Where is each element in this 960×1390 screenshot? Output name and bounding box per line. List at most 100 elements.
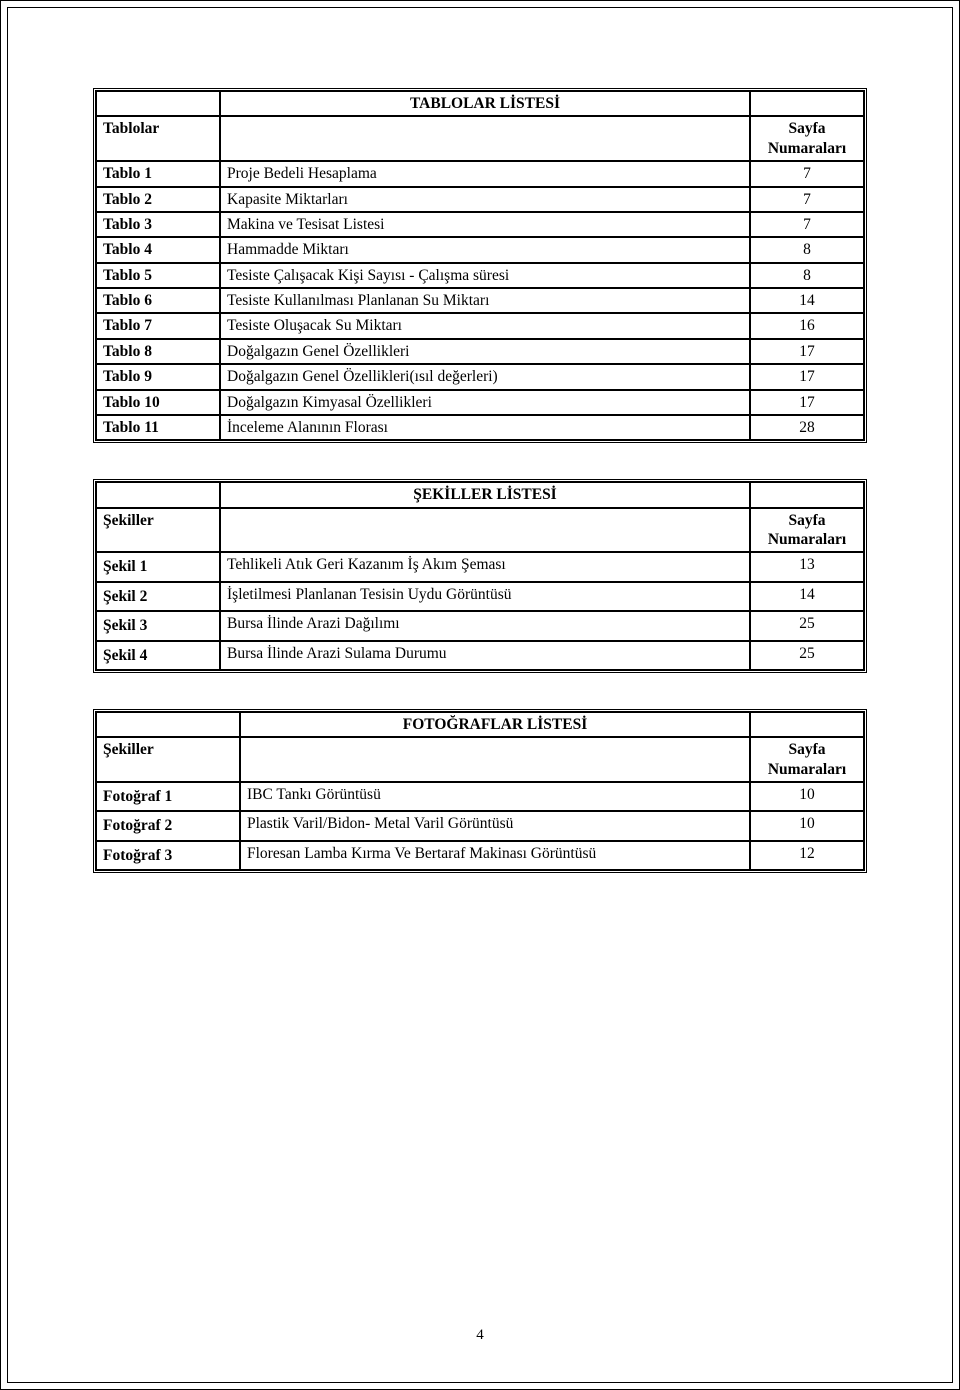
row-label: Tablo 1 [96,161,220,186]
table-row: Tablo 7Tesiste Oluşacak Su Miktarı16 [96,313,864,338]
tablolar-rows: Tablo 1Proje Bedeli Hesaplama7Tablo 2Kap… [96,161,864,440]
row-page: 14 [750,582,864,611]
row-desc: Tehlikeli Atık Geri Kazanım İş Akım Şema… [220,552,750,581]
row-desc: Doğalgazın Genel Özellikleri(ısıl değerl… [220,364,750,389]
row-page: 17 [750,390,864,415]
header-col3: Sayfa Numaraları [750,737,864,782]
empty-cell [220,508,750,553]
table-row: FOTOĞRAFLAR LİSTESİ [96,712,864,737]
sekiller-listesi-wrap: ŞEKİLLER LİSTESİ Şekiller Sayfa Numarala… [93,479,867,673]
row-page: 16 [750,313,864,338]
row-desc: Makina ve Tesisat Listesi [220,212,750,237]
table-row: Tablolar Sayfa Numaraları [96,116,864,161]
table-row: ŞEKİLLER LİSTESİ [96,482,864,507]
row-page: 17 [750,364,864,389]
row-desc: Doğalgazın Genel Özellikleri [220,339,750,364]
row-page: 10 [750,782,864,811]
row-page: 7 [750,161,864,186]
table-title: FOTOĞRAFLAR LİSTESİ [240,712,750,737]
row-label: Tablo 2 [96,187,220,212]
row-label: Tablo 10 [96,390,220,415]
table-title: ŞEKİLLER LİSTESİ [220,482,750,507]
row-label: Fotoğraf 3 [96,841,240,870]
page-frame-outer: TABLOLAR LİSTESİ Tablolar Sayfa Numarala… [0,0,960,1390]
row-label: Şekil 1 [96,552,220,581]
row-desc: Hammadde Miktarı [220,237,750,262]
table-row: Tablo 2Kapasite Miktarları7 [96,187,864,212]
table-row: Şekil 4Bursa İlinde Arazi Sulama Durumu2… [96,641,864,670]
empty-cell [96,482,220,507]
header-col3: Sayfa Numaraları [750,508,864,553]
empty-cell [220,116,750,161]
row-label: Tablo 3 [96,212,220,237]
tablolar-listesi-table: TABLOLAR LİSTESİ Tablolar Sayfa Numarala… [93,88,867,443]
row-desc: Tesiste Kullanılması Planlanan Su Miktar… [220,288,750,313]
fotograflar-listesi-table: FOTOĞRAFLAR LİSTESİ Şekiller Sayfa Numar… [93,709,867,873]
row-desc: Plastik Varil/Bidon- Metal Varil Görüntü… [240,811,750,840]
table-row: TABLOLAR LİSTESİ [96,91,864,116]
row-label: Tablo 7 [96,313,220,338]
tablolar-listesi-wrap: TABLOLAR LİSTESİ Tablolar Sayfa Numarala… [93,88,867,443]
row-label: Tablo 4 [96,237,220,262]
sekiller-listesi-table: ŞEKİLLER LİSTESİ Şekiller Sayfa Numarala… [93,479,867,673]
row-page: 8 [750,237,864,262]
table-row: Tablo 8Doğalgazın Genel Özellikleri17 [96,339,864,364]
table-row: Tablo 9Doğalgazın Genel Özellikleri(ısıl… [96,364,864,389]
table-row: Şekil 3Bursa İlinde Arazi Dağılımı25 [96,611,864,640]
row-page: 28 [750,415,864,440]
header-col1: Şekiller [96,737,240,782]
table-row: Tablo 5Tesiste Çalışacak Kişi Sayısı - Ç… [96,263,864,288]
table-row: Fotoğraf 2Plastik Varil/Bidon- Metal Var… [96,811,864,840]
row-label: Tablo 9 [96,364,220,389]
empty-cell [96,712,240,737]
table-row: Fotoğraf 1IBC Tankı Görüntüsü10 [96,782,864,811]
row-desc: İnceleme Alanının Florası [220,415,750,440]
page-frame-inner: TABLOLAR LİSTESİ Tablolar Sayfa Numarala… [7,7,953,1383]
header-col3: Sayfa Numaraları [750,116,864,161]
row-label: Fotoğraf 1 [96,782,240,811]
empty-cell [750,91,864,116]
row-desc: Tesiste Oluşacak Su Miktarı [220,313,750,338]
table-row: Tablo 10Doğalgazın Kimyasal Özellikleri1… [96,390,864,415]
row-label: Tablo 5 [96,263,220,288]
row-desc: Bursa İlinde Arazi Sulama Durumu [220,641,750,670]
table-row: Tablo 4Hammadde Miktarı8 [96,237,864,262]
page-number: 4 [8,1327,952,1344]
row-desc: IBC Tankı Görüntüsü [240,782,750,811]
row-desc: Proje Bedeli Hesaplama [220,161,750,186]
row-page: 14 [750,288,864,313]
fotograflar-listesi-wrap: FOTOĞRAFLAR LİSTESİ Şekiller Sayfa Numar… [93,709,867,873]
row-page: 10 [750,811,864,840]
row-page: 8 [750,263,864,288]
row-page: 12 [750,841,864,870]
row-label: Fotoğraf 2 [96,811,240,840]
table-row: Şekil 2İşletilmesi Planlanan Tesisin Uyd… [96,582,864,611]
row-label: Şekil 2 [96,582,220,611]
table-row: Şekiller Sayfa Numaraları [96,737,864,782]
row-page: 25 [750,641,864,670]
table-row: Şekiller Sayfa Numaraları [96,508,864,553]
header-col1: Şekiller [96,508,220,553]
row-page: 7 [750,212,864,237]
row-desc: Tesiste Çalışacak Kişi Sayısı - Çalışma … [220,263,750,288]
sekiller-rows: Şekil 1Tehlikeli Atık Geri Kazanım İş Ak… [96,552,864,670]
fotograflar-rows: Fotoğraf 1IBC Tankı Görüntüsü10Fotoğraf … [96,782,864,870]
row-desc: Doğalgazın Kimyasal Özellikleri [220,390,750,415]
table-row: Şekil 1Tehlikeli Atık Geri Kazanım İş Ak… [96,552,864,581]
row-label: Şekil 3 [96,611,220,640]
empty-cell [750,482,864,507]
empty-cell [750,712,864,737]
table-row: Tablo 6Tesiste Kullanılması Planlanan Su… [96,288,864,313]
row-page: 7 [750,187,864,212]
table-row: Fotoğraf 3Floresan Lamba Kırma Ve Bertar… [96,841,864,870]
row-desc: Bursa İlinde Arazi Dağılımı [220,611,750,640]
row-page: 17 [750,339,864,364]
row-desc: Floresan Lamba Kırma Ve Bertaraf Makinas… [240,841,750,870]
row-label: Şekil 4 [96,641,220,670]
row-label: Tablo 6 [96,288,220,313]
row-desc: İşletilmesi Planlanan Tesisin Uydu Görün… [220,582,750,611]
table-row: Tablo 11İnceleme Alanının Florası28 [96,415,864,440]
row-page: 25 [750,611,864,640]
row-label: Tablo 11 [96,415,220,440]
empty-cell [240,737,750,782]
